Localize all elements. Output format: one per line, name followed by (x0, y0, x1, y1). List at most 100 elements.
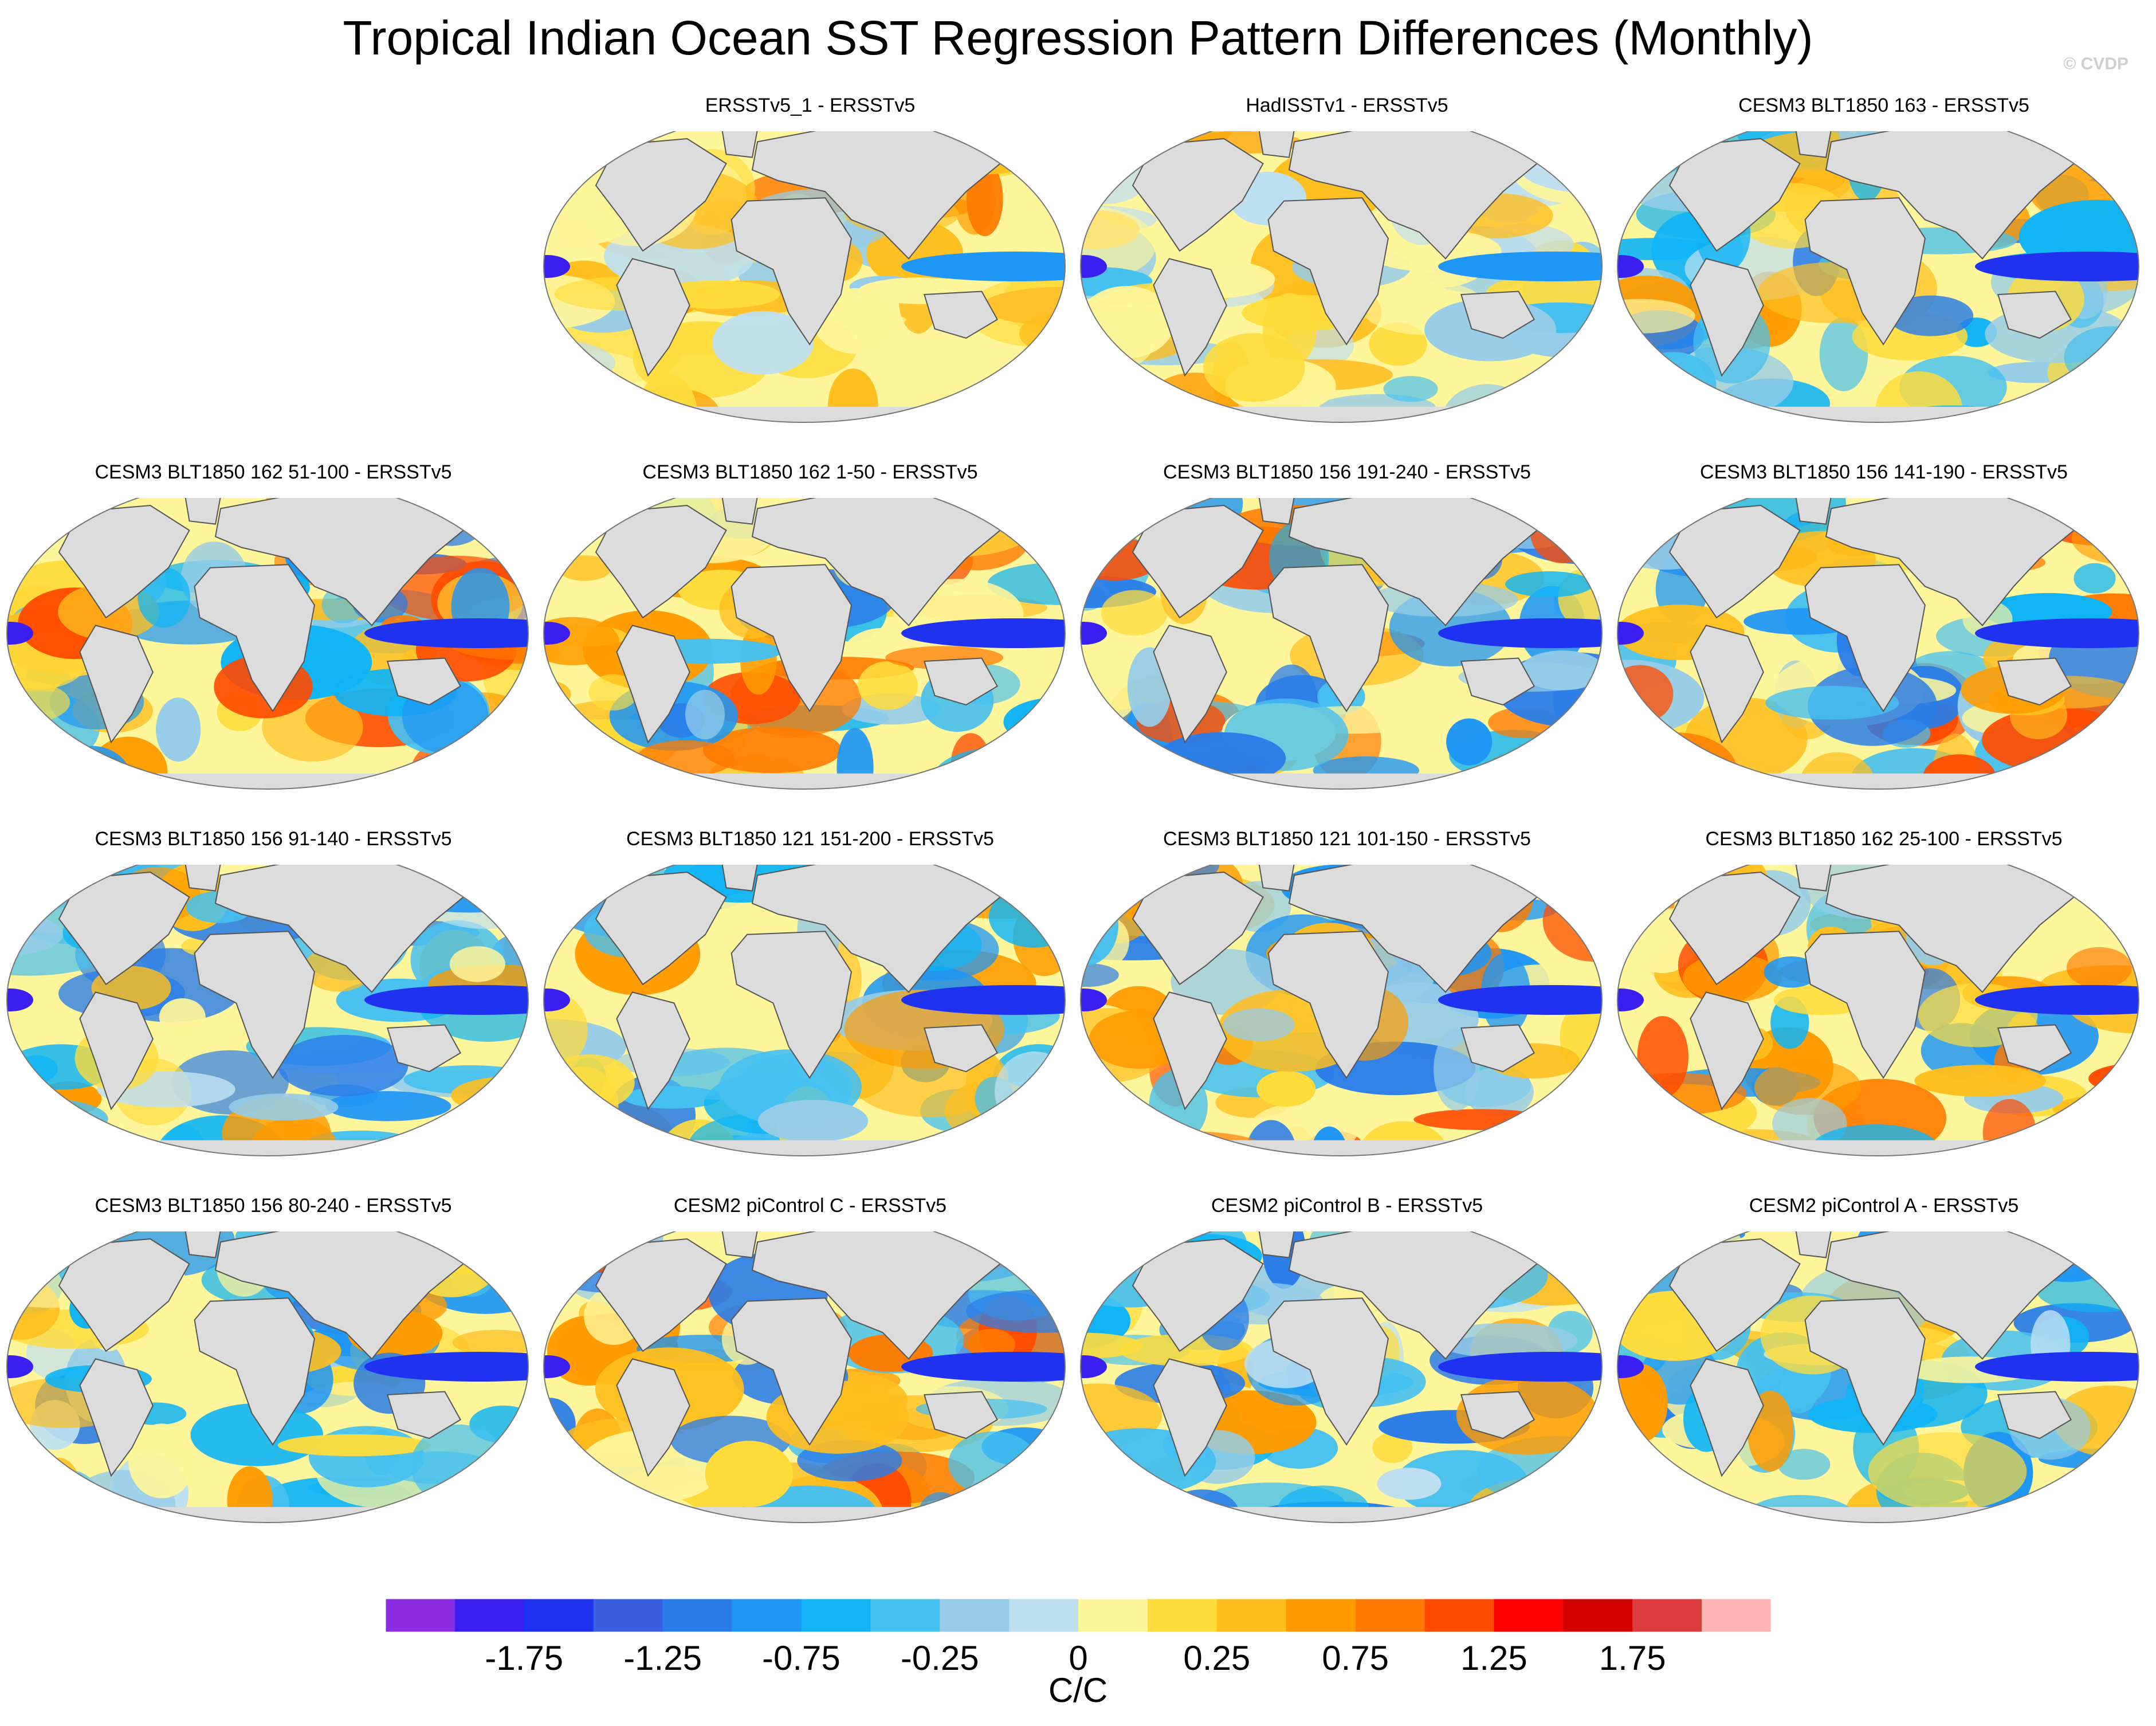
sst-anomaly-patch (453, 768, 528, 789)
sst-anomaly-patch (1377, 1468, 1442, 1500)
equatorial-pacific-band (1617, 255, 1644, 278)
sst-difference-map (1617, 131, 2139, 423)
land-mass (923, 1391, 999, 1439)
land-mass (616, 991, 690, 1111)
sst-anomaly-patch (7, 1485, 83, 1508)
land-mass (923, 657, 999, 706)
panel-title: CESM3 BLT1850 162 1-50 - ERSSTv5 (642, 461, 978, 483)
land-mass (1668, 504, 1801, 619)
page-title: Tropical Indian Ocean SST Regression Pat… (343, 11, 1813, 65)
equatorial-pacific-band (1438, 1352, 1602, 1382)
land-mass (731, 1297, 852, 1446)
sst-anomaly-patch (277, 1434, 431, 1457)
sst-anomaly-patch (1887, 295, 1974, 336)
land-mass (1153, 258, 1227, 377)
land-mass (1825, 498, 2083, 626)
map-panel: ERSSTv5_1 - ERSSTv5 (541, 95, 1079, 450)
colorbar-segment (870, 1599, 940, 1632)
sst-anomaly-patch (544, 356, 601, 421)
colorbar-frame (385, 1598, 1772, 1633)
equatorial-pacific-band (901, 618, 1065, 648)
land-mass (1804, 931, 1926, 1079)
sst-anomaly-patch (940, 761, 985, 789)
sst-difference-map (543, 865, 1066, 1156)
equatorial-pacific-band (1617, 622, 1644, 645)
sst-difference-map (543, 1231, 1066, 1523)
sst-anomaly-patch (1203, 333, 1305, 402)
land-mass (1081, 1507, 1602, 1523)
equatorial-pacific-band (7, 1355, 33, 1378)
colorbar-segment (732, 1599, 802, 1632)
colorbar-units: C/C (1048, 1671, 1108, 1709)
colorbar-segment (1563, 1599, 1633, 1632)
land-mass (79, 991, 154, 1111)
land-mass (183, 1231, 222, 1258)
land-mass (1460, 1391, 1535, 1439)
land-mass (1690, 1358, 1764, 1477)
sst-anomaly-patch (712, 311, 814, 375)
equatorial-pacific-band (901, 1352, 1065, 1382)
sst-difference-map (543, 498, 1066, 790)
sst-anomaly-patch (636, 740, 735, 777)
sst-anomaly-patch (449, 946, 506, 982)
sst-difference-map (1080, 498, 1603, 790)
land-mass (720, 1231, 759, 1258)
sst-anomaly-patch (2067, 1471, 2130, 1523)
land-mass (1668, 1238, 1801, 1352)
map-panel-grid: ERSSTv5_1 - ERSSTv5 HadISSTv1 - ERSSTv5 CE… (6, 95, 2139, 1550)
equatorial-pacific-band (1975, 252, 2139, 281)
map-border (543, 131, 1066, 423)
map-border (543, 1231, 1066, 1523)
land-mass (595, 871, 727, 986)
sst-anomaly-patch (278, 1035, 409, 1097)
sst-anomaly-patch (1631, 352, 1717, 418)
sst-anomaly-patch (459, 1460, 516, 1509)
land-mass (214, 865, 472, 993)
sst-anomaly-patch (15, 1055, 58, 1083)
sst-anomaly-patch (7, 1482, 83, 1523)
sst-anomaly-patch (837, 728, 874, 789)
sst-anomaly-patch (1558, 498, 1602, 543)
sst-anomaly-patch (702, 727, 842, 773)
sst-anomaly-patch (1617, 390, 1678, 422)
land-mass (751, 498, 1009, 626)
land-mass (1997, 1391, 2072, 1439)
map-panel: CESM2 piControl C - ERSSTv5 (541, 1195, 1079, 1550)
sst-anomaly-patch (937, 763, 1065, 789)
colorbar-segment (662, 1599, 732, 1632)
sst-anomaly-patch (7, 727, 58, 755)
sst-anomaly-patch (1868, 1432, 2027, 1511)
sst-anomaly-patch (1765, 686, 1899, 720)
colorbar-segment (940, 1599, 1010, 1632)
colorbar-segment (454, 1599, 525, 1632)
sst-anomaly-patch (1512, 1138, 1565, 1156)
land-mass (1804, 1297, 1926, 1446)
panel-title: CESM3 BLT1850 156 191-240 - ERSSTv5 (1163, 461, 1531, 483)
sst-difference-map (6, 1231, 529, 1523)
map-border (1080, 1231, 1603, 1523)
land-mass (720, 498, 759, 525)
land-mass (386, 1024, 462, 1073)
sst-anomaly-patch (544, 1100, 602, 1129)
land-mass (1257, 1231, 1295, 1258)
land-mass (1153, 1358, 1227, 1477)
land-mass (595, 138, 727, 252)
map-border (1080, 498, 1603, 790)
sst-anomaly-patch (2073, 563, 2116, 594)
equatorial-pacific-band (901, 985, 1065, 1015)
land-mass (1668, 138, 1801, 252)
land-mass (183, 865, 222, 892)
colorbar-tick-label: 0.75 (1322, 1639, 1389, 1677)
colorbar-tick-label: 0.25 (1183, 1639, 1250, 1677)
equatorial-pacific-band (544, 622, 570, 645)
sst-difference-map (6, 498, 529, 790)
sst-anomaly-patch (53, 776, 192, 789)
sst-anomaly-patch (1464, 1066, 1534, 1118)
land-mass (58, 504, 190, 619)
land-mass (1460, 657, 1535, 706)
land-mass (1617, 773, 2139, 789)
sst-anomaly-patch (1982, 1099, 2036, 1156)
land-mass (595, 1238, 727, 1352)
sst-difference-map (6, 865, 529, 1156)
sst-anomaly-patch (1034, 865, 1065, 915)
